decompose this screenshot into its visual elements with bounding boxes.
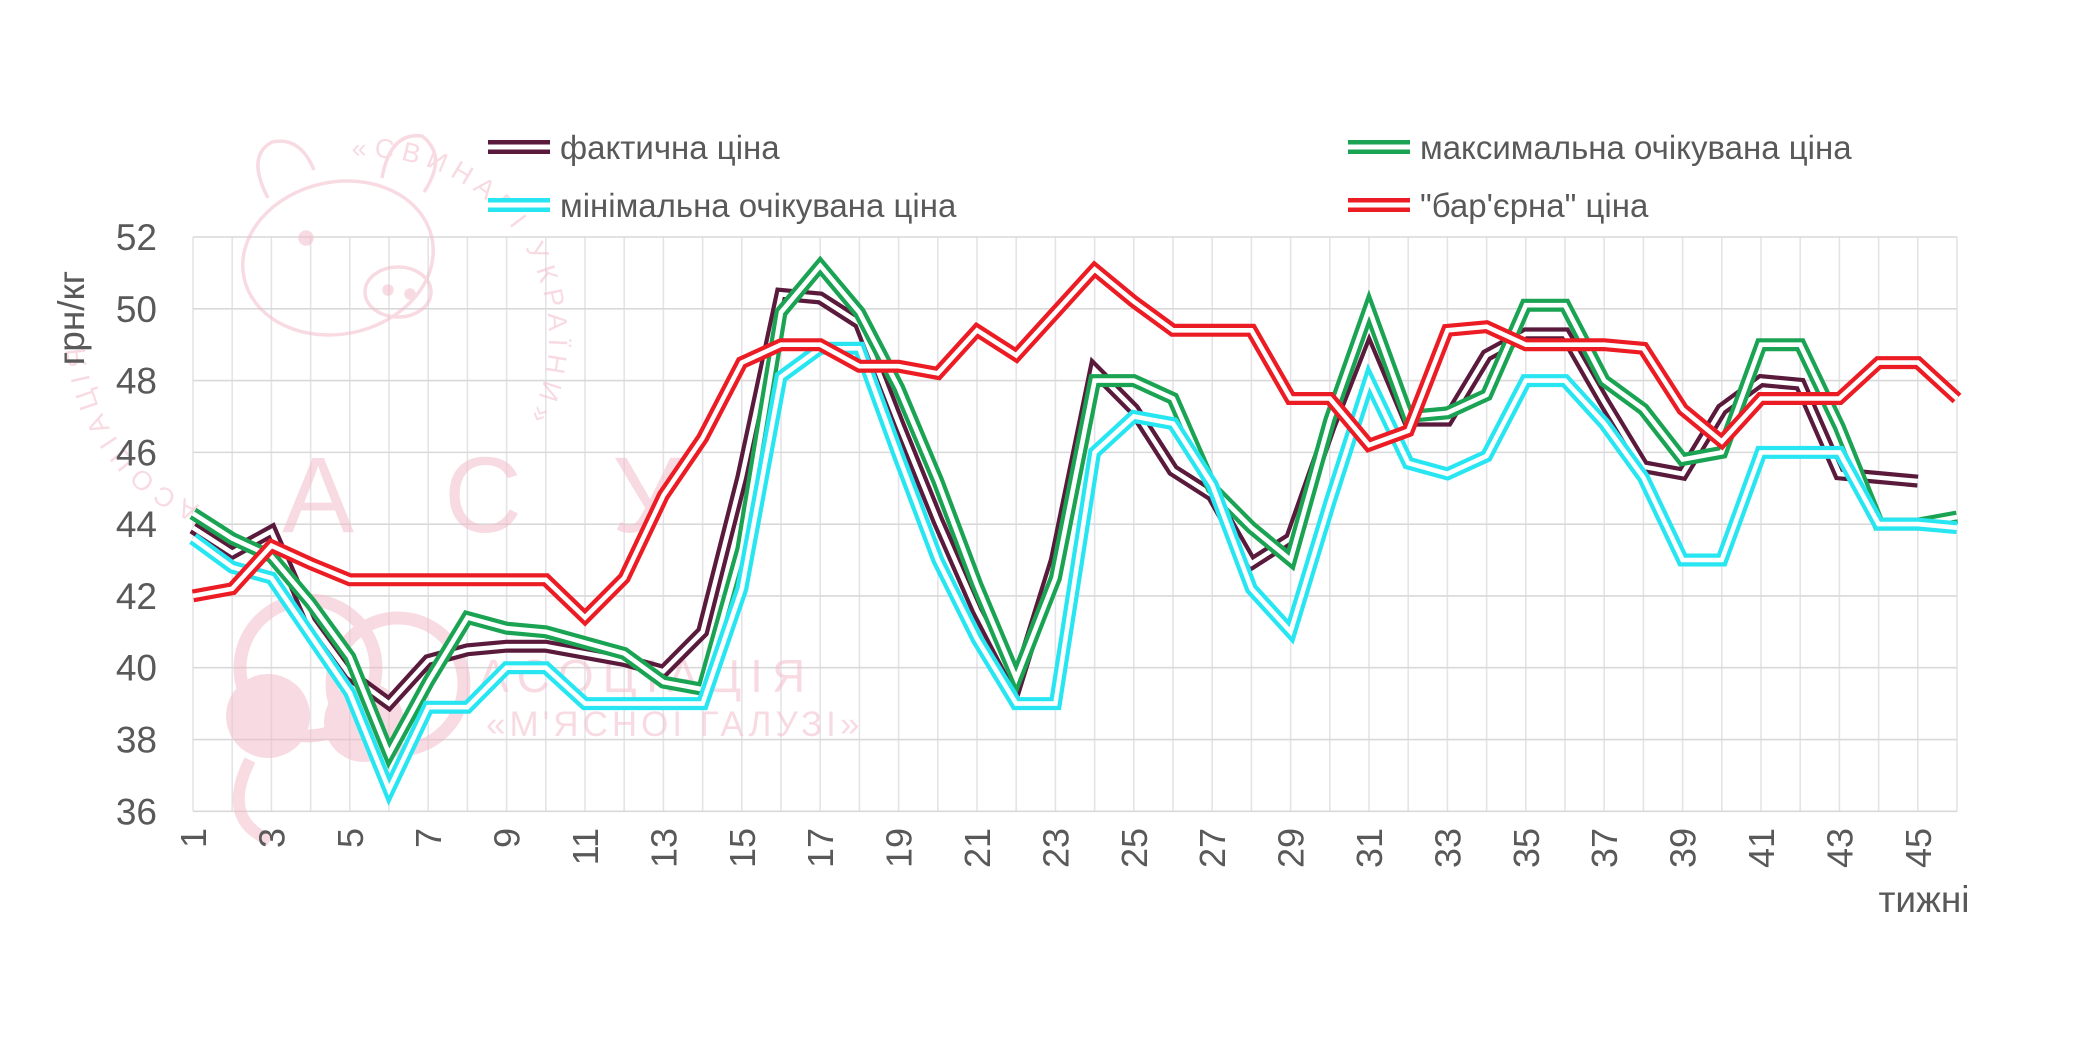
x-tick-label: 29	[1271, 828, 1312, 868]
watermark-arc-text-right: «СВИНАРІ УКРАЇНИ»	[351, 133, 573, 435]
x-tick-label: 13	[643, 828, 684, 868]
y-axis-ticks: 36 38 40 42 44 46 48 50 52	[116, 217, 157, 832]
y-tick-label: 44	[116, 504, 157, 545]
x-tick-label: 3	[251, 828, 292, 848]
series-line-core	[191, 346, 1958, 796]
y-axis-title: грн/кг	[51, 271, 92, 365]
x-tick-label: 1	[173, 828, 214, 848]
x-tick-label: 5	[330, 828, 371, 848]
series-4	[191, 260, 1962, 627]
legend-label: фактична ціна	[560, 129, 780, 166]
series-line-core	[191, 262, 1958, 760]
y-tick-label: 46	[116, 432, 157, 473]
x-tick-label: 43	[1819, 828, 1860, 868]
x-tick-label: 23	[1035, 828, 1076, 868]
legend-item: фактична ціна	[488, 129, 780, 166]
x-tick-label: 39	[1663, 828, 1704, 868]
x-tick-label: 27	[1192, 828, 1233, 868]
series-3	[189, 341, 1958, 806]
x-tick-label: 35	[1506, 828, 1547, 868]
x-tick-label: 11	[565, 828, 606, 865]
x-tick-label: 45	[1898, 828, 1939, 868]
x-tick-label: 37	[1584, 828, 1625, 868]
y-tick-label: 42	[116, 576, 157, 617]
watermark-line2: «М'ЯСНОЇ ГАЛУЗІ»	[486, 705, 863, 744]
x-tick-label: 17	[800, 828, 841, 868]
legend: фактична ціна максимальна очікувана ціна м…	[488, 129, 1852, 224]
x-tick-label: 41	[1741, 828, 1782, 868]
x-tick-label: 21	[957, 828, 998, 868]
pig-logo-icon	[241, 133, 438, 337]
x-tick-label: 31	[1349, 828, 1390, 868]
watermark-big-text: А С У	[282, 434, 711, 555]
x-tick-label: 7	[408, 828, 449, 848]
y-tick-label: 50	[116, 289, 157, 330]
legend-label: максимальна очікувана ціна	[1420, 129, 1852, 166]
legend-item: мінімальна очікувана ціна	[488, 187, 957, 224]
series-line-core	[192, 266, 1959, 621]
y-tick-label: 40	[116, 648, 157, 689]
legend-item: "бар'єрна" ціна	[1348, 187, 1649, 224]
legend-label: мінімальна очікувана ціна	[560, 187, 957, 224]
y-tick-label: 36	[116, 791, 157, 832]
legend-item: максимальна очікувана ціна	[1348, 129, 1852, 166]
x-tick-label: 25	[1114, 828, 1155, 868]
x-tick-label: 9	[487, 828, 528, 848]
x-tick-label: 15	[722, 828, 763, 868]
series-2	[189, 255, 1959, 770]
x-axis-title: тижні	[1878, 879, 1969, 920]
x-tick-label: 19	[879, 828, 920, 868]
y-tick-label: 38	[116, 720, 157, 761]
y-tick-label: 48	[116, 361, 157, 402]
x-axis-ticks: 1 3 5 7 9 11 13 15 17 19 21 23 25 27 29 31 33 35 37 39 41 43 4…	[173, 828, 1939, 868]
legend-label: "бар'єрна" ціна	[1420, 187, 1649, 224]
gridlines	[192, 236, 1958, 813]
y-tick-label: 52	[116, 217, 157, 258]
x-tick-label: 33	[1427, 828, 1468, 868]
